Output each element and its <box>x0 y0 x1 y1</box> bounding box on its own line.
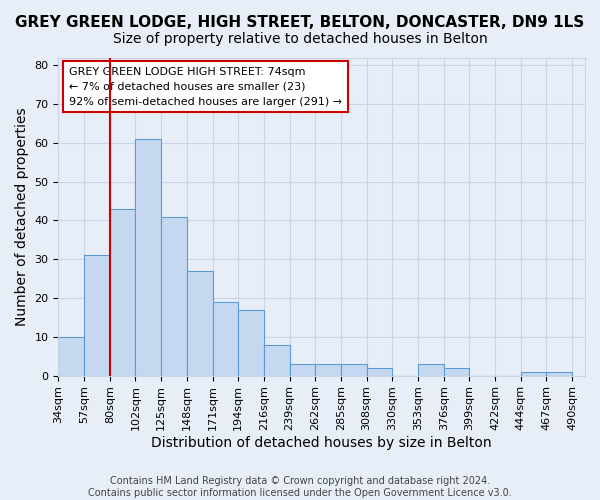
Bar <box>521 372 547 376</box>
Bar <box>418 364 444 376</box>
Y-axis label: Number of detached properties: Number of detached properties <box>15 107 29 326</box>
X-axis label: Distribution of detached houses by size in Belton: Distribution of detached houses by size … <box>151 436 492 450</box>
Bar <box>341 364 367 376</box>
Bar <box>264 344 290 376</box>
Text: GREY GREEN LODGE HIGH STREET: 74sqm
← 7% of detached houses are smaller (23)
92%: GREY GREEN LODGE HIGH STREET: 74sqm ← 7%… <box>69 67 342 106</box>
Bar <box>315 364 341 376</box>
Text: Size of property relative to detached houses in Belton: Size of property relative to detached ho… <box>113 32 487 46</box>
Bar <box>212 302 238 376</box>
Bar <box>110 209 136 376</box>
Text: GREY GREEN LODGE, HIGH STREET, BELTON, DONCASTER, DN9 1LS: GREY GREEN LODGE, HIGH STREET, BELTON, D… <box>16 15 584 30</box>
Bar <box>290 364 315 376</box>
Bar <box>161 216 187 376</box>
Bar <box>444 368 469 376</box>
Text: Contains HM Land Registry data © Crown copyright and database right 2024.
Contai: Contains HM Land Registry data © Crown c… <box>88 476 512 498</box>
Bar <box>136 139 161 376</box>
Bar <box>238 310 264 376</box>
Bar <box>187 271 212 376</box>
Bar <box>58 337 84 376</box>
Bar <box>367 368 392 376</box>
Bar <box>547 372 572 376</box>
Bar <box>84 256 110 376</box>
